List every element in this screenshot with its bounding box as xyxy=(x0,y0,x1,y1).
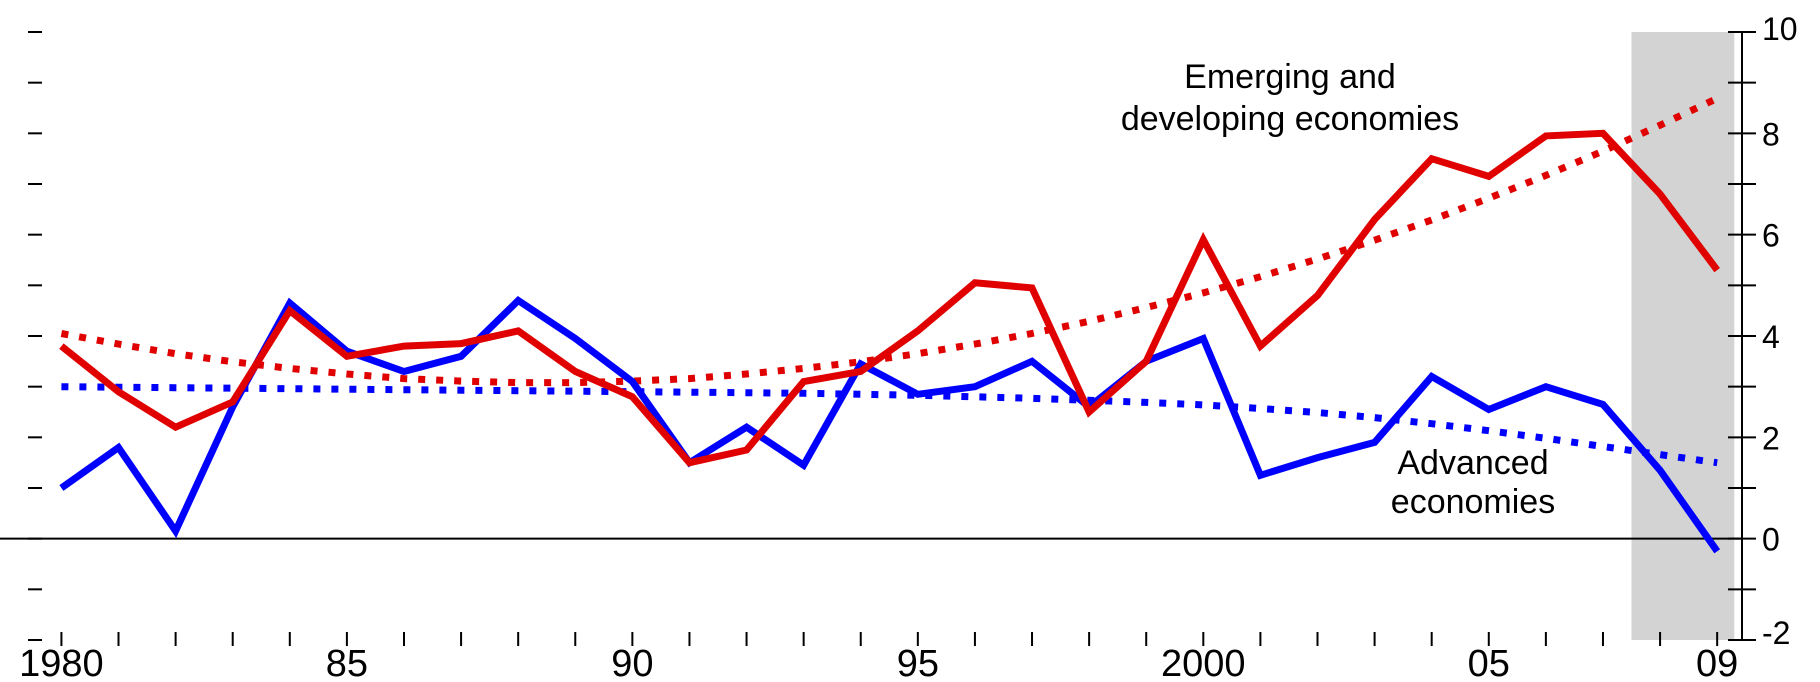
emerging-label-line2: developing economies xyxy=(1121,100,1459,138)
x-tick-label: 95 xyxy=(897,643,939,682)
advanced-label-line1: Advanced xyxy=(1397,444,1548,482)
y-tick-label: 6 xyxy=(1762,218,1780,254)
series-group xyxy=(59,95,1721,554)
x-axis-ticks: 1980 85 90 95 2000 05 09 xyxy=(19,632,1738,682)
y-tick-label: 0 xyxy=(1762,522,1780,558)
red-solid-series-line xyxy=(59,129,1720,467)
y-axis-ticks: -2 0 2 4 6 8 10 xyxy=(28,11,1798,651)
x-tick-label: 05 xyxy=(1468,643,1510,682)
x-tick-label: 85 xyxy=(326,643,368,682)
y-tick-label: 4 xyxy=(1762,319,1780,355)
x-tick-label: 09 xyxy=(1696,643,1738,682)
advanced-label-line2: economies xyxy=(1391,483,1555,521)
y-tick-label: 8 xyxy=(1762,116,1780,152)
y-tick-label: 2 xyxy=(1762,420,1780,456)
y-tick-label: -2 xyxy=(1762,615,1790,651)
blue-solid-series-line xyxy=(59,296,1721,554)
x-tick-label: 2000 xyxy=(1161,643,1246,682)
x-tick-label: 1980 xyxy=(19,643,104,682)
red-dotted-series-line xyxy=(60,95,1719,387)
x-tick-label: 90 xyxy=(611,643,653,682)
blue-dotted-series-line xyxy=(61,383,1718,467)
y-tick-label: 10 xyxy=(1762,11,1798,47)
emerging-label-line1: Emerging and xyxy=(1184,58,1396,96)
